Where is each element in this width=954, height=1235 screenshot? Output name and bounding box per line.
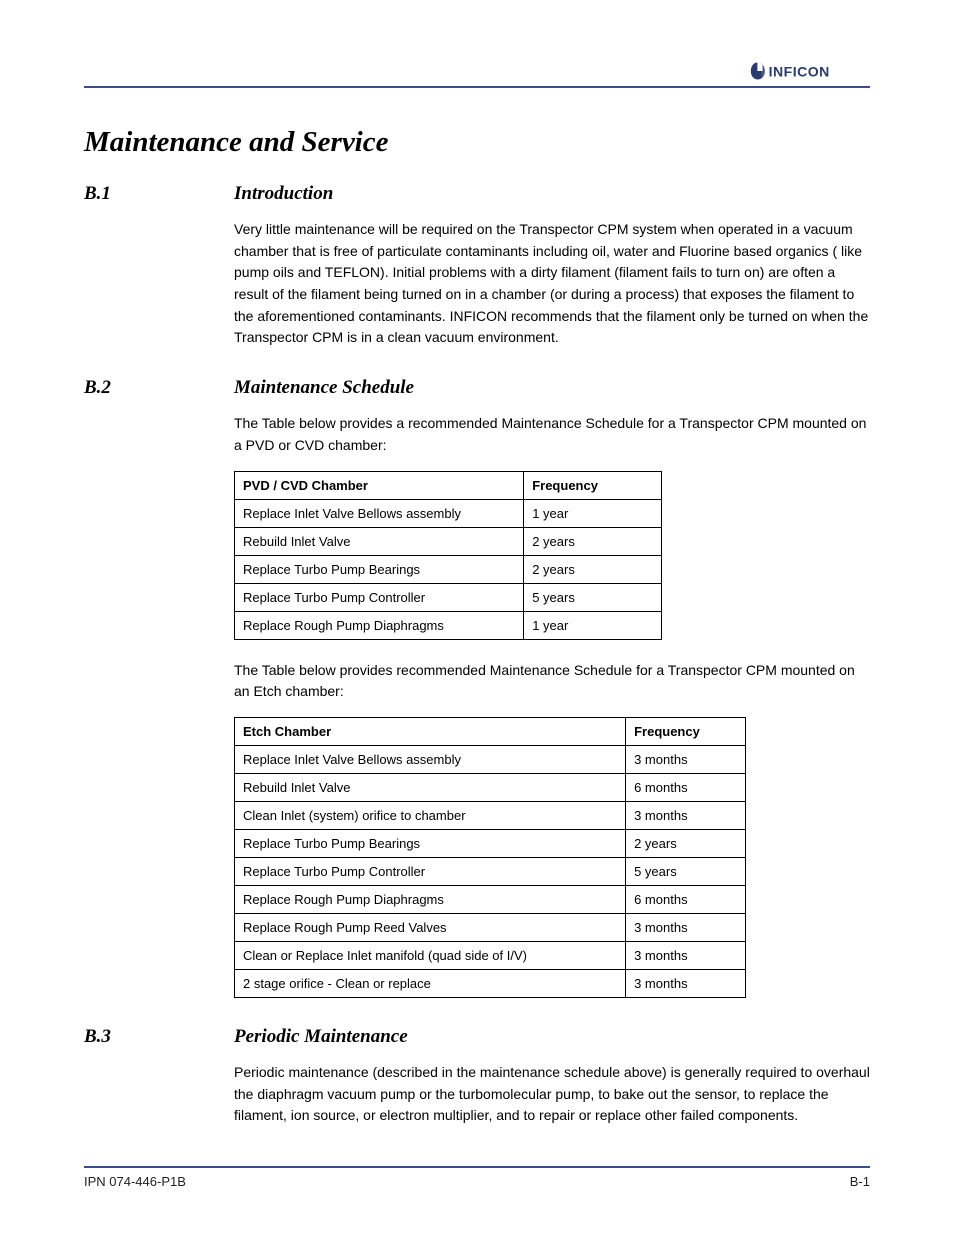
table-row: Replace Inlet Valve Bellows assembly1 ye… [235, 499, 662, 527]
col-header: Etch Chamber [235, 717, 626, 745]
section-heading-b3: B.3 Periodic Maintenance [84, 1026, 870, 1048]
cell: 1 year [524, 499, 662, 527]
cell: Clean Inlet (system) orifice to chamber [235, 801, 626, 829]
table-header-row: Etch Chamber Frequency [235, 717, 746, 745]
table-etch: Etch Chamber Frequency Replace Inlet Val… [234, 717, 870, 998]
chapter-block: Maintenance and Service [84, 126, 870, 159]
cell: Rebuild Inlet Valve [235, 527, 524, 555]
section-b3: B.3 Periodic Maintenance Periodic mainte… [84, 1026, 870, 1127]
table-row: Clean Inlet (system) orifice to chamber3… [235, 801, 746, 829]
section-b2: B.2 Maintenance Schedule The Table below… [84, 377, 870, 998]
table-row: Replace Rough Pump Reed Valves3 months [235, 913, 746, 941]
cell: 2 years [524, 527, 662, 555]
cell: 3 months [626, 745, 746, 773]
section-number: B.1 [84, 183, 220, 205]
table-header-row: PVD / CVD Chamber Frequency [235, 471, 662, 499]
cell: Replace Turbo Pump Bearings [235, 829, 626, 857]
col-header: PVD / CVD Chamber [235, 471, 524, 499]
cell: Replace Inlet Valve Bellows assembly [235, 745, 626, 773]
cell: 3 months [626, 801, 746, 829]
chapter-title: Maintenance and Service [84, 126, 870, 159]
table-pvd-cvd: PVD / CVD Chamber Frequency Replace Inle… [234, 471, 870, 640]
cell: Replace Rough Pump Diaphragms [235, 885, 626, 913]
cell: Rebuild Inlet Valve [235, 773, 626, 801]
svg-text:INFICON: INFICON [769, 64, 830, 80]
cell: Clean or Replace Inlet manifold (quad si… [235, 941, 626, 969]
cell: Replace Inlet Valve Bellows assembly [235, 499, 524, 527]
table-row: Replace Turbo Pump Controller5 years [235, 583, 662, 611]
page-footer: IPN 074-446-P1B B-1 [84, 1166, 870, 1189]
maintenance-table-1: PVD / CVD Chamber Frequency Replace Inle… [234, 471, 662, 640]
cell: Replace Turbo Pump Controller [235, 583, 524, 611]
cell: 2 years [524, 555, 662, 583]
table-row: Clean or Replace Inlet manifold (quad si… [235, 941, 746, 969]
cell: Replace Turbo Pump Controller [235, 857, 626, 885]
section-title: Introduction [234, 183, 333, 205]
cell: 6 months [626, 885, 746, 913]
cell: 3 months [626, 969, 746, 997]
col-header: Frequency [626, 717, 746, 745]
page-root: INFICON Maintenance and Service B.1 Intr… [0, 0, 954, 1235]
table-row: Replace Rough Pump Diaphragms1 year [235, 611, 662, 639]
paragraph: Very little maintenance will be required… [234, 219, 870, 349]
cell: 3 months [626, 941, 746, 969]
section-heading-b1: B.1 Introduction [84, 183, 870, 205]
maintenance-table-2: Etch Chamber Frequency Replace Inlet Val… [234, 717, 746, 998]
section-number: B.2 [84, 377, 220, 399]
cell: 1 year [524, 611, 662, 639]
table-row: 2 stage orifice - Clean or replace3 mont… [235, 969, 746, 997]
section-b1: B.1 Introduction Very little maintenance… [84, 183, 870, 349]
section-title: Maintenance Schedule [234, 377, 414, 399]
table-row: Replace Turbo Pump Bearings2 years [235, 555, 662, 583]
cell: 3 months [626, 913, 746, 941]
footer-right: B-1 [850, 1174, 870, 1189]
cell: 2 years [626, 829, 746, 857]
paragraph: The Table below provides recommended Mai… [234, 660, 870, 703]
cell: 5 years [626, 857, 746, 885]
col-header: Frequency [524, 471, 662, 499]
section-heading-b2: B.2 Maintenance Schedule [84, 377, 870, 399]
table-row: Replace Turbo Pump Controller5 years [235, 857, 746, 885]
cell: Replace Rough Pump Diaphragms [235, 611, 524, 639]
table-row: Replace Rough Pump Diaphragms6 months [235, 885, 746, 913]
table-row: Rebuild Inlet Valve6 months [235, 773, 746, 801]
section-number: B.3 [84, 1026, 220, 1048]
paragraph: The Table below provides a recommended M… [234, 413, 870, 456]
section-title: Periodic Maintenance [234, 1026, 408, 1048]
page-header: INFICON [84, 60, 870, 82]
cell: 2 stage orifice - Clean or replace [235, 969, 626, 997]
header-rule [84, 86, 870, 88]
table-row: Replace Inlet Valve Bellows assembly3 mo… [235, 745, 746, 773]
cell: Replace Turbo Pump Bearings [235, 555, 524, 583]
cell: 5 years [524, 583, 662, 611]
footer-left: IPN 074-446-P1B [84, 1174, 186, 1189]
cell: 6 months [626, 773, 746, 801]
footer-row: IPN 074-446-P1B B-1 [84, 1174, 870, 1189]
footer-rule [84, 1166, 870, 1168]
cell: Replace Rough Pump Reed Valves [235, 913, 626, 941]
table-row: Rebuild Inlet Valve2 years [235, 527, 662, 555]
table-row: Replace Turbo Pump Bearings2 years [235, 829, 746, 857]
paragraph: Periodic maintenance (described in the m… [234, 1062, 870, 1127]
brand-logo: INFICON [748, 60, 870, 82]
